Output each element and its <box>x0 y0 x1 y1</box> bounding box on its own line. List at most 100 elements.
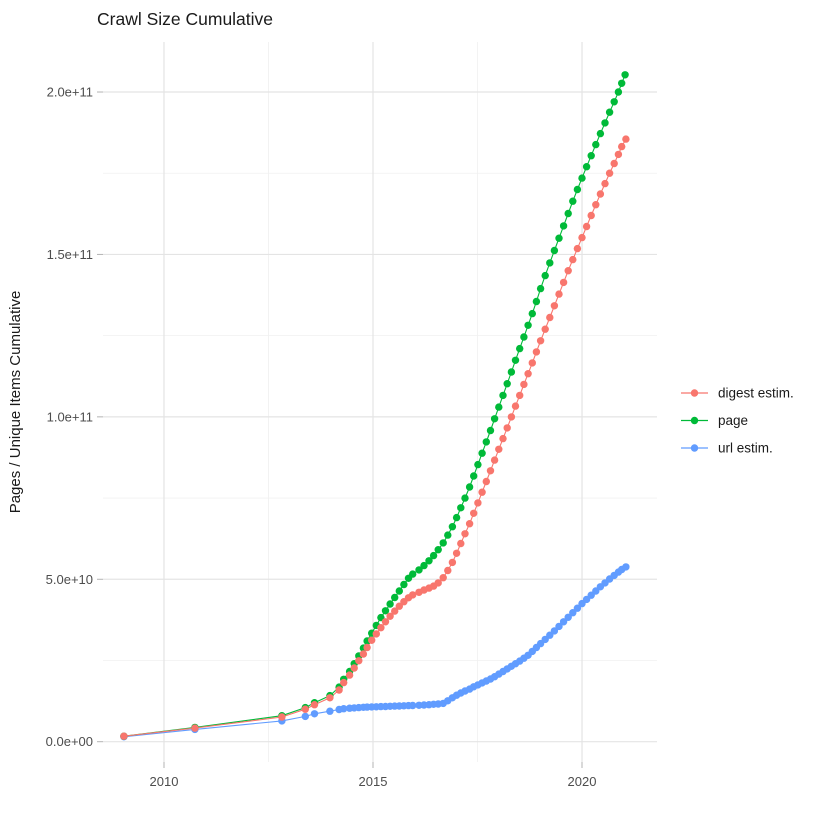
data-point <box>503 380 511 388</box>
data-point <box>564 209 572 218</box>
data-point <box>596 129 605 138</box>
legend-item-url-estim-: url estim. <box>681 441 773 456</box>
data-point <box>191 724 199 732</box>
data-point <box>448 523 457 531</box>
data-point <box>550 627 559 635</box>
data-point <box>573 604 582 612</box>
data-point <box>391 593 399 602</box>
data-point <box>363 643 371 652</box>
data-point <box>614 150 623 159</box>
data-point <box>511 356 520 364</box>
legend-key-point <box>690 444 699 452</box>
data-point <box>520 380 528 389</box>
data-point <box>372 630 380 638</box>
data-point <box>550 302 559 310</box>
data-point <box>528 359 536 367</box>
data-point <box>605 169 614 177</box>
data-point <box>621 71 629 79</box>
data-point <box>614 88 623 96</box>
data-point <box>541 325 549 333</box>
data-point <box>490 415 499 423</box>
data-point <box>573 185 582 194</box>
data-point <box>546 313 554 322</box>
data-point <box>578 233 586 242</box>
data-point <box>478 488 486 496</box>
data-point <box>482 438 490 446</box>
legend-key-point <box>690 389 699 397</box>
data-point <box>340 678 348 687</box>
y-tick-label: 1.5e+11 <box>47 247 93 262</box>
data-point <box>499 391 507 400</box>
data-point <box>569 197 577 205</box>
legend-item-label: page <box>718 413 748 428</box>
data-point <box>546 259 554 267</box>
data-point <box>618 79 626 88</box>
gridlines-minor <box>103 42 657 762</box>
axis-ticks <box>97 91 583 768</box>
data-point <box>429 551 438 560</box>
data-point <box>482 477 490 486</box>
data-point <box>278 713 286 721</box>
legend-item-label: digest estim. <box>718 386 794 401</box>
data-point <box>536 284 545 293</box>
chart-title: Crawl Size Cumulative <box>97 9 273 29</box>
y-axis-title: Pages / Unique Items Cumulative <box>7 291 24 514</box>
data-point <box>569 609 577 617</box>
data-point <box>541 271 549 280</box>
data-point <box>536 337 545 345</box>
series-line-url-estim- <box>123 566 627 738</box>
x-tick-label: 2015 <box>359 774 388 789</box>
axis-tick-labels: 0.0e+00 5.0e+10 1.0e+11 1.5e+11 2.0e+11 2010 2… <box>46 85 597 789</box>
data-point <box>503 424 511 432</box>
data-point <box>359 650 368 658</box>
data-point <box>499 434 507 443</box>
data-point <box>425 557 433 565</box>
data-point <box>564 613 572 621</box>
data-point <box>434 546 442 554</box>
data-point <box>573 244 582 253</box>
series-points-url-estim- <box>120 563 630 741</box>
data-point <box>310 710 319 718</box>
data-point <box>596 190 605 198</box>
data-point <box>368 636 376 644</box>
data-point <box>326 707 334 715</box>
data-point <box>415 566 423 574</box>
data-point <box>550 246 559 255</box>
data-point <box>478 449 486 457</box>
data-point <box>439 574 447 582</box>
data-point <box>622 135 630 143</box>
data-point <box>555 234 563 242</box>
data-point <box>582 163 591 171</box>
data-point <box>444 531 452 539</box>
data-point <box>386 600 394 608</box>
data-point <box>461 494 469 502</box>
series-points-digest-estim- <box>120 135 630 740</box>
data-point <box>310 701 319 709</box>
data-point <box>601 179 609 188</box>
data-point <box>605 108 614 116</box>
data-point <box>395 602 403 610</box>
data-point <box>559 222 568 230</box>
data-point <box>391 607 399 615</box>
data-point <box>486 467 495 475</box>
data-point <box>465 483 474 491</box>
data-point <box>461 530 469 538</box>
data-point <box>495 445 503 453</box>
data-point <box>622 563 630 571</box>
x-tick-label: 2010 <box>150 774 179 789</box>
data-point <box>507 368 516 376</box>
legend-item-label: url estim. <box>718 441 773 456</box>
data-point <box>592 201 600 209</box>
gridlines-major <box>103 42 657 762</box>
data-point <box>386 612 394 620</box>
data-point <box>335 686 343 694</box>
data-point <box>520 333 528 341</box>
data-point <box>340 705 348 713</box>
data-point <box>532 348 541 356</box>
data-point <box>618 142 626 151</box>
data-point <box>434 579 442 587</box>
data-point <box>490 456 499 464</box>
data-point <box>564 267 572 275</box>
data-point <box>495 403 503 411</box>
